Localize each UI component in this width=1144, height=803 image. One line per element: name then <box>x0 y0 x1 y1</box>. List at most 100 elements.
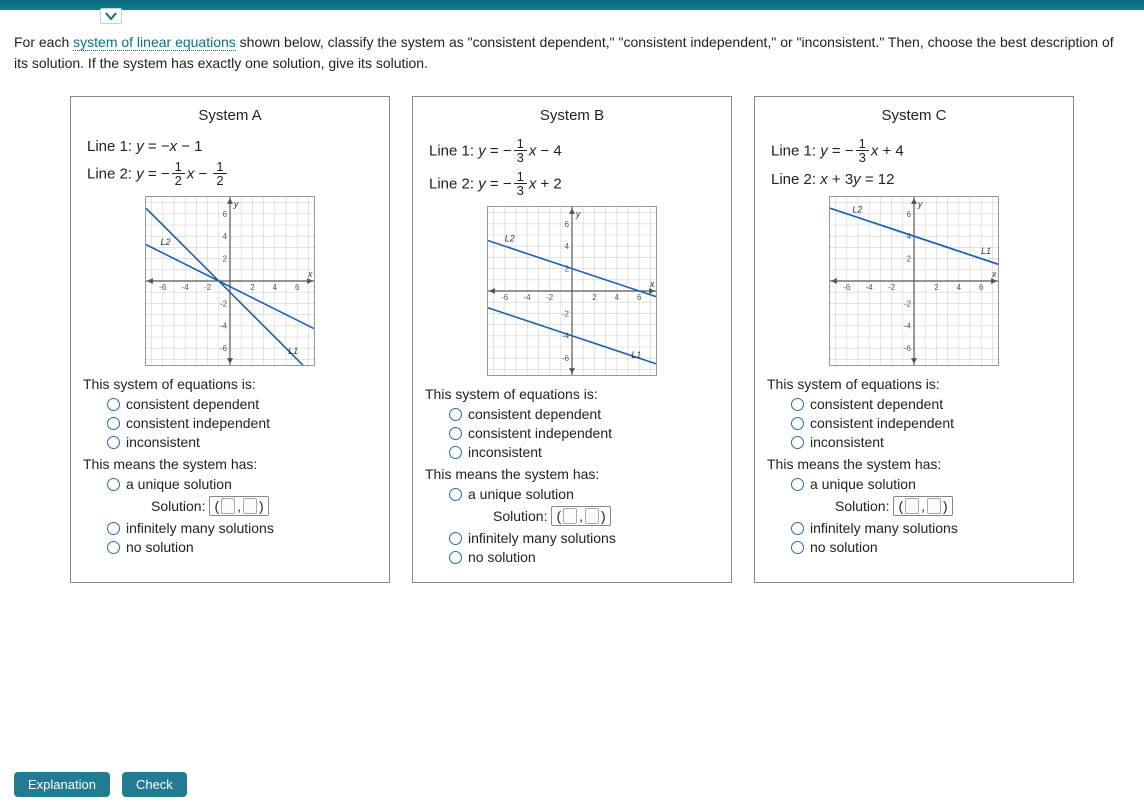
classification-label: This system of equations is: <box>425 386 719 402</box>
system-title: System C <box>767 107 1061 124</box>
check-button[interactable]: Check <box>122 772 187 797</box>
option-consistent independent[interactable]: consistent independent <box>791 415 1061 431</box>
svg-text:6: 6 <box>295 283 300 292</box>
svg-text:L2: L2 <box>505 234 515 244</box>
option-label: infinitely many solutions <box>468 530 616 546</box>
svg-text:y: y <box>233 199 239 209</box>
classification-label: This system of equations is: <box>767 376 1061 392</box>
svg-text:-2: -2 <box>888 283 895 292</box>
svg-text:6: 6 <box>979 283 984 292</box>
option-label: inconsistent <box>810 434 884 450</box>
svg-text:-4: -4 <box>182 283 190 292</box>
line2-equation: Line 2: y = −12x − 12 <box>87 161 377 188</box>
system-card-3: System C Line 1: y = −13x + 4 Line 2: x … <box>754 96 1074 583</box>
svg-text:x: x <box>991 269 997 279</box>
svg-text:4: 4 <box>273 283 278 292</box>
svg-text:L2: L2 <box>852 205 862 215</box>
solution-type-label: This means the system has: <box>425 466 719 482</box>
svg-text:-6: -6 <box>562 354 570 363</box>
instructions-text: For each system of linear equations show… <box>14 32 1130 74</box>
svg-text:-6: -6 <box>159 283 167 292</box>
footer-buttons: Explanation Check <box>14 772 187 797</box>
option-no-solution[interactable]: no solution <box>791 539 1061 555</box>
explanation-button[interactable]: Explanation <box>14 772 110 797</box>
svg-text:2: 2 <box>223 255 227 264</box>
solution-input-box[interactable]: (, ) <box>209 496 268 516</box>
option-inconsistent[interactable]: inconsistent <box>107 434 377 450</box>
radio-icon <box>791 541 804 554</box>
solution-input-box[interactable]: (, ) <box>551 506 610 526</box>
chevron-down-icon[interactable] <box>100 8 122 24</box>
solution-entry: Solution: (, ) <box>493 506 719 526</box>
option-label: infinitely many solutions <box>126 520 274 536</box>
solution-type-options: a unique solution Solution: (, ) infinit… <box>791 476 1061 555</box>
radio-icon <box>449 551 462 564</box>
classification-options: consistent dependent consistent independ… <box>791 396 1061 450</box>
svg-text:-2: -2 <box>904 299 911 308</box>
line1-equation: Line 1: y = −13x − 4 <box>429 138 719 165</box>
system-title: System B <box>425 107 719 124</box>
svg-text:4: 4 <box>615 293 620 302</box>
line1-equation: Line 1: y = −x − 1 <box>87 138 377 155</box>
svg-text:L1: L1 <box>631 350 641 360</box>
option-inconsistent[interactable]: inconsistent <box>791 434 1061 450</box>
radio-icon <box>449 488 462 501</box>
solution-type-label: This means the system has: <box>83 456 377 472</box>
option-consistent independent[interactable]: consistent independent <box>449 425 719 441</box>
radio-icon <box>791 478 804 491</box>
svg-text:2: 2 <box>250 283 254 292</box>
svg-text:x: x <box>649 279 655 289</box>
instr-pre: For each <box>14 34 73 50</box>
option-infinitely-many[interactable]: infinitely many solutions <box>107 520 377 536</box>
option-inconsistent[interactable]: inconsistent <box>449 444 719 460</box>
svg-text:-6: -6 <box>501 293 509 302</box>
radio-icon <box>107 541 120 554</box>
svg-text:L1: L1 <box>288 346 298 356</box>
option-label: no solution <box>810 539 878 555</box>
radio-icon <box>107 522 120 535</box>
option-label: a unique solution <box>468 486 574 502</box>
option-consistent dependent[interactable]: consistent dependent <box>107 396 377 412</box>
top-bar <box>0 0 1144 10</box>
graph: -6-6-4-4-2-2224466xyL1L2 <box>767 196 1061 366</box>
svg-text:x: x <box>307 269 313 279</box>
system-of-linear-equations-link[interactable]: system of linear equations <box>73 34 236 51</box>
svg-text:-2: -2 <box>204 283 211 292</box>
line1-equation: Line 1: y = −13x + 4 <box>771 138 1061 165</box>
option-unique-solution[interactable]: a unique solution <box>449 486 719 502</box>
solution-x-slot[interactable] <box>905 498 919 514</box>
option-consistent dependent[interactable]: consistent dependent <box>791 396 1061 412</box>
graph: -6-6-4-4-2-2224466xyL1L2 <box>83 196 377 366</box>
solution-input-box[interactable]: (, ) <box>893 496 952 516</box>
solution-y-slot[interactable] <box>243 498 257 514</box>
graph: -6-6-4-4-2-2224466xyL1L2 <box>425 206 719 376</box>
option-consistent dependent[interactable]: consistent dependent <box>449 406 719 422</box>
option-infinitely-many[interactable]: infinitely many solutions <box>791 520 1061 536</box>
svg-text:-6: -6 <box>220 344 228 353</box>
svg-text:2: 2 <box>592 293 596 302</box>
svg-text:-6: -6 <box>843 283 851 292</box>
svg-text:4: 4 <box>957 283 962 292</box>
option-label: inconsistent <box>126 434 200 450</box>
svg-text:4: 4 <box>223 232 228 241</box>
solution-y-slot[interactable] <box>585 508 599 524</box>
option-infinitely-many[interactable]: infinitely many solutions <box>449 530 719 546</box>
classification-options: consistent dependent consistent independ… <box>449 406 719 460</box>
svg-text:-2: -2 <box>220 299 227 308</box>
option-no-solution[interactable]: no solution <box>449 549 719 565</box>
solution-type-options: a unique solution Solution: (, ) infinit… <box>449 486 719 565</box>
solution-x-slot[interactable] <box>221 498 235 514</box>
solution-y-slot[interactable] <box>927 498 941 514</box>
radio-icon <box>107 478 120 491</box>
solution-prefix: Solution: <box>835 498 889 514</box>
option-unique-solution[interactable]: a unique solution <box>791 476 1061 492</box>
option-no-solution[interactable]: no solution <box>107 539 377 555</box>
svg-text:6: 6 <box>907 210 912 219</box>
radio-icon <box>791 398 804 411</box>
solution-x-slot[interactable] <box>563 508 577 524</box>
svg-text:-2: -2 <box>562 309 569 318</box>
svg-text:4: 4 <box>565 242 570 251</box>
option-consistent independent[interactable]: consistent independent <box>107 415 377 431</box>
line2-equation: Line 2: y = −13x + 2 <box>429 171 719 198</box>
option-unique-solution[interactable]: a unique solution <box>107 476 377 492</box>
